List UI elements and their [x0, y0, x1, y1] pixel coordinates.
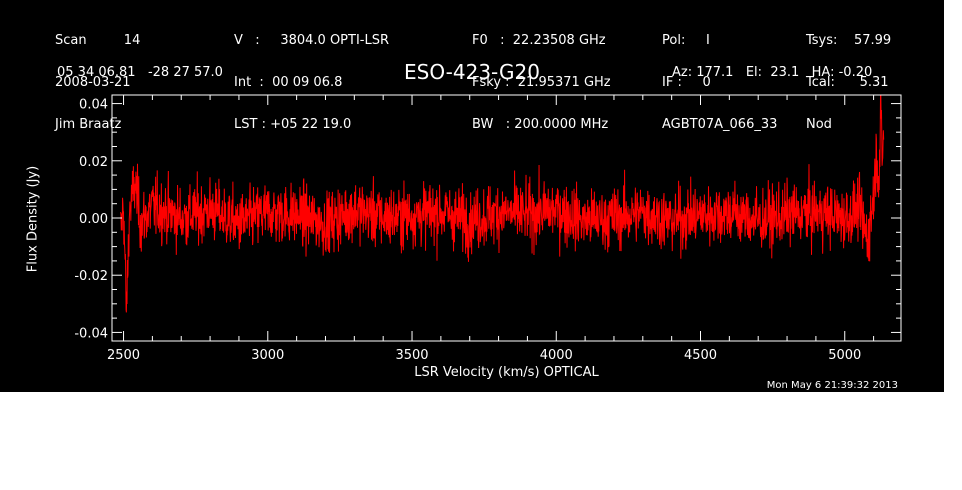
pointing-label: Az: 177.1 El: 23.1 HA: -0.20: [672, 65, 873, 80]
procedure-label: Nod: [806, 117, 832, 132]
header-col-tsys: Tsys: 57.99 Tcal: 5.31 Nod: [806, 6, 891, 160]
coordinates-label: 05 34 06.81 -28 27 57.0: [57, 65, 223, 80]
x-tick-label: 5000: [828, 348, 861, 363]
header-col-frequency: F0 : 22.23508 GHz Fsky : 21.95371 GHz BW…: [472, 6, 611, 160]
tick-group: 2500 3000 3500 4000 4500 5000 -0.04 -0.02 0.00 0.…: [74, 95, 901, 363]
spectrum-chart: 2500 3000 3500 4000 4500 5000 -0.04 -0.02 0.00 0.…: [74, 94, 902, 363]
y-tick-label: 0.04: [79, 98, 108, 113]
header-col-polarization: Pol: I IF : 0 AGBT07A_066_33: [662, 6, 777, 160]
if-label: IF : 0: [662, 75, 711, 90]
tcal-label: Tcal: 5.31: [806, 75, 889, 90]
x-tick-label: 3000: [251, 348, 284, 363]
x-axis-label: LSR Velocity (km/s) OPTICAL: [414, 365, 599, 380]
scan-label: Scan 14: [55, 33, 141, 48]
spectrum-series-line: [120, 94, 885, 313]
x-tick-label: 4500: [684, 348, 717, 363]
header-col-scan: Scan 14 2008-03-21 Jim Braatz: [55, 6, 140, 160]
chart-title: ESO-423-G20: [404, 60, 540, 84]
y-tick-label: -0.04: [74, 326, 108, 341]
header-col-velocity: V : 3804.0 OPTI-LSR Int : 00 09 06.8 LST…: [234, 6, 389, 160]
timestamp-label: Mon May 6 21:39:32 2013: [766, 380, 898, 391]
plot-window: Scan 14 2008-03-21 Jim Braatz V : 3804.0…: [0, 0, 944, 392]
project-label: AGBT07A_066_33: [662, 117, 778, 132]
x-tick-label: 4000: [540, 348, 573, 363]
integration-label: Int : 00 09 06.8: [234, 75, 343, 90]
y-axis-label: Flux Density (Jy): [25, 165, 41, 273]
lst-label: LST : +05 22 19.0: [234, 117, 352, 132]
observer-label: Jim Braatz: [55, 117, 122, 132]
bandwidth-label: BW : 200.0000 MHz: [472, 117, 609, 132]
y-tick-label: -0.02: [74, 269, 108, 284]
y-tick-label: 0.00: [79, 212, 108, 227]
rest-frequency-label: F0 : 22.23508 GHz: [472, 33, 606, 48]
sky-frequency-label: Fsky : 21.95371 GHz: [472, 75, 611, 90]
tsys-label: Tsys: 57.99: [806, 33, 892, 48]
x-tick-label: 2500: [107, 348, 140, 363]
x-tick-label: 3500: [395, 348, 428, 363]
polarization-label: Pol: I: [662, 33, 710, 48]
velocity-label: V : 3804.0 OPTI-LSR: [234, 33, 390, 48]
date-label: 2008-03-21: [55, 75, 131, 90]
spectrum-trace-group: [120, 94, 885, 313]
y-tick-label: 0.02: [79, 155, 108, 170]
